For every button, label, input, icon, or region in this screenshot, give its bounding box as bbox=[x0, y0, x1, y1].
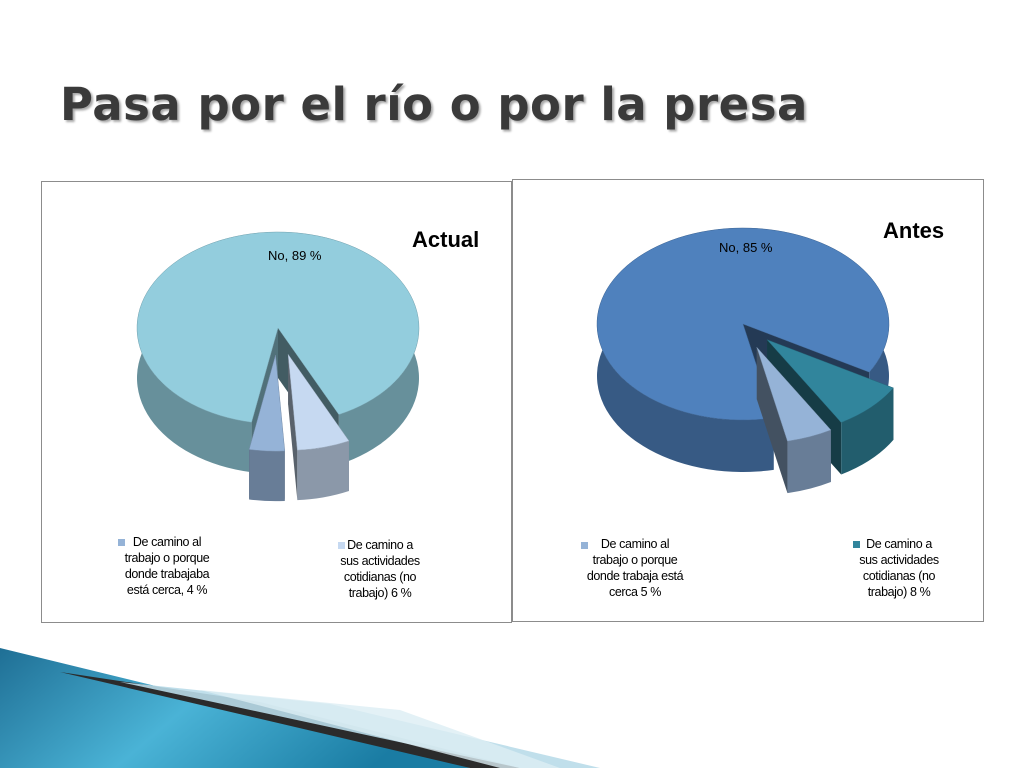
chart-antes: No, 85 % Antes De camino al trabajo o po… bbox=[512, 179, 984, 622]
pie-chart-antes: No, 85 % bbox=[596, 227, 894, 494]
chart-actual: No, 89 % Actual De camino al trabajo o p… bbox=[41, 181, 512, 623]
slide-title: Pasa por el río o por la presa bbox=[60, 78, 808, 131]
pie-slice-1-2 bbox=[756, 347, 832, 494]
pie-slice-0-2 bbox=[248, 355, 286, 502]
slice-label-0-0: No, 89 % bbox=[268, 248, 322, 263]
legend-label-antes-work: De camino al trabajo o porque donde trab… bbox=[586, 537, 684, 599]
legend-swatch-actual-work bbox=[118, 539, 125, 546]
legend-label-antes-activities: De camino a sus actividades cotidianas (… bbox=[859, 537, 939, 599]
chart-title-actual: Actual bbox=[412, 227, 480, 252]
slice-label-1-0: No, 85 % bbox=[719, 240, 773, 255]
slide-decoration bbox=[0, 648, 600, 768]
legend-label-actual-activities: De camino a sus actividades cotidianas (… bbox=[340, 538, 420, 600]
legend-swatch-antes-work bbox=[581, 542, 588, 549]
pie-slice-0-1 bbox=[287, 353, 350, 501]
legend-swatch-antes-activities bbox=[853, 541, 860, 548]
legend-swatch-actual-activities bbox=[338, 542, 345, 549]
legend-label-actual-work: De camino al trabajo o porque donde trab… bbox=[124, 535, 210, 597]
pie-chart-actual: No, 89 % bbox=[136, 231, 420, 502]
chart-title-antes: Antes bbox=[883, 218, 945, 243]
